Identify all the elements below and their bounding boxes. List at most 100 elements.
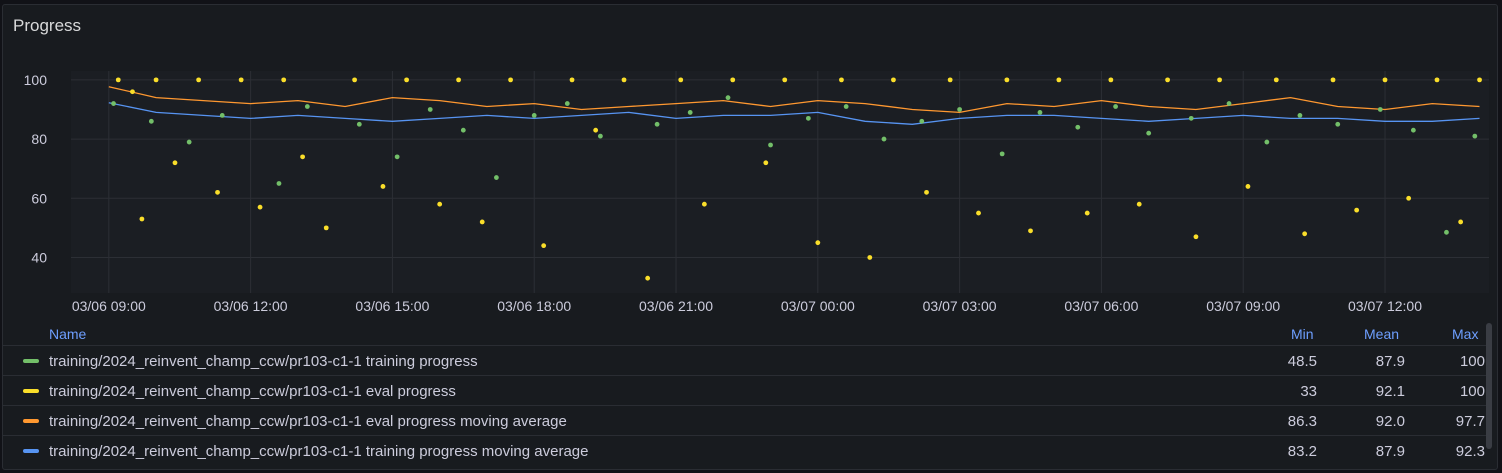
data-point — [1264, 139, 1270, 145]
data-point — [427, 107, 433, 112]
data-point — [257, 204, 263, 210]
data-point — [172, 160, 178, 166]
legend-row[interactable]: training/2024_reinvent_champ_ccw/pr103-c… — [3, 435, 1489, 465]
data-point — [1245, 184, 1251, 189]
x-tick-label: 03/07 00:00 — [781, 298, 855, 314]
legend-min: 86.3 — [1287, 413, 1317, 430]
data-point — [196, 77, 202, 83]
progress-chart[interactable]: 40 60 80 100 03/06 09:00 03/06 12:00 03/06 15:… — [3, 5, 1497, 317]
data-point — [356, 121, 362, 127]
data-point — [1354, 207, 1360, 213]
legend-row[interactable]: training/2024_reinvent_champ_ccw/pr103-c… — [3, 345, 1489, 375]
data-point — [148, 118, 154, 124]
data-point — [730, 77, 736, 83]
data-point — [479, 219, 485, 225]
data-point — [1113, 104, 1118, 109]
data-point — [782, 77, 788, 83]
x-tick-label: 03/06 21:00 — [639, 298, 713, 314]
data-point — [597, 133, 603, 139]
data-point — [1444, 229, 1449, 235]
legend-header-name[interactable]: Name — [49, 326, 87, 342]
data-point — [531, 113, 537, 118]
data-point — [394, 154, 400, 160]
legend-series-name[interactable]: training/2024_reinvent_champ_ccw/pr103-c… — [49, 443, 589, 460]
data-point — [1377, 107, 1383, 112]
x-tick-label: 03/06 18:00 — [497, 298, 571, 314]
series-line — [108, 102, 1480, 125]
data-point — [186, 139, 192, 145]
legend-min: 33 — [1300, 383, 1317, 400]
data-point — [323, 225, 329, 231]
data-point — [1193, 234, 1199, 240]
data-point — [1410, 127, 1416, 133]
legend-series-name[interactable]: training/2024_reinvent_champ_ccw/pr103-c… — [49, 413, 567, 430]
data-point — [404, 77, 409, 83]
data-point — [1458, 219, 1464, 225]
data-point — [654, 121, 660, 127]
legend-scrollbar[interactable] — [1486, 323, 1492, 449]
legend-row[interactable]: training/2024_reinvent_champ_ccw/pr103-c… — [3, 375, 1489, 405]
legend-header: Name Min Mean Max — [3, 321, 1489, 345]
data-point — [1188, 115, 1194, 121]
y-tick-label: 60 — [31, 190, 47, 206]
data-point — [1146, 130, 1152, 136]
data-point — [725, 95, 731, 101]
data-point — [1084, 210, 1090, 216]
data-point — [957, 107, 963, 112]
data-point — [456, 77, 461, 83]
legend-mean: 87.9 — [1375, 353, 1405, 370]
data-point — [569, 77, 575, 83]
legend-max: 100 — [1459, 353, 1485, 370]
data-point — [701, 201, 707, 207]
data-point — [815, 240, 821, 246]
data-point — [130, 89, 135, 95]
data-point — [1335, 121, 1341, 127]
data-point — [843, 104, 849, 109]
legend-min: 83.2 — [1287, 443, 1317, 460]
data-point — [111, 101, 116, 106]
series-swatch — [23, 449, 39, 453]
data-point — [891, 77, 896, 83]
data-point — [238, 77, 244, 83]
x-tick-label: 03/06 12:00 — [214, 298, 288, 314]
data-point — [1434, 77, 1440, 83]
x-tick-label: 03/07 09:00 — [1206, 298, 1280, 314]
data-point — [304, 104, 310, 109]
series-swatch — [23, 389, 39, 393]
data-point — [219, 113, 225, 118]
legend-series-name[interactable]: training/2024_reinvent_champ_ccw/pr103-c… — [49, 353, 478, 370]
data-point — [999, 151, 1005, 157]
data-point — [1037, 110, 1043, 115]
data-point — [919, 118, 925, 124]
legend-max: 97.7 — [1455, 413, 1485, 430]
data-point — [924, 189, 929, 195]
data-point — [352, 77, 357, 83]
data-point — [1056, 77, 1062, 83]
data-point — [564, 101, 570, 106]
x-tick-label: 03/07 12:00 — [1348, 298, 1422, 314]
legend-header-max[interactable]: Max — [1452, 326, 1479, 342]
data-point — [881, 136, 887, 142]
y-tick-label: 40 — [31, 249, 47, 265]
data-point — [1028, 228, 1033, 234]
data-point — [763, 160, 769, 166]
data-point — [153, 77, 159, 83]
data-point — [1302, 231, 1308, 237]
data-point — [1472, 133, 1478, 139]
data-point — [839, 77, 844, 83]
legend-header-mean[interactable]: Mean — [1364, 326, 1400, 342]
legend-row[interactable]: training/2024_reinvent_champ_ccw/pr103-c… — [3, 405, 1489, 435]
y-tick-label: 100 — [24, 72, 48, 88]
x-tick-label: 03/06 09:00 — [72, 298, 146, 314]
data-point — [867, 255, 873, 260]
data-point — [1477, 77, 1482, 83]
y-tick-label: 80 — [31, 131, 47, 147]
data-point — [678, 77, 684, 83]
data-point — [276, 181, 282, 186]
data-point — [1108, 77, 1114, 83]
legend-header-min[interactable]: Min — [1291, 326, 1314, 342]
data-point — [281, 77, 287, 83]
data-point — [593, 127, 599, 133]
legend-series-name[interactable]: training/2024_reinvent_champ_ccw/pr103-c… — [49, 383, 456, 400]
x-tick-label: 03/07 06:00 — [1064, 298, 1138, 314]
